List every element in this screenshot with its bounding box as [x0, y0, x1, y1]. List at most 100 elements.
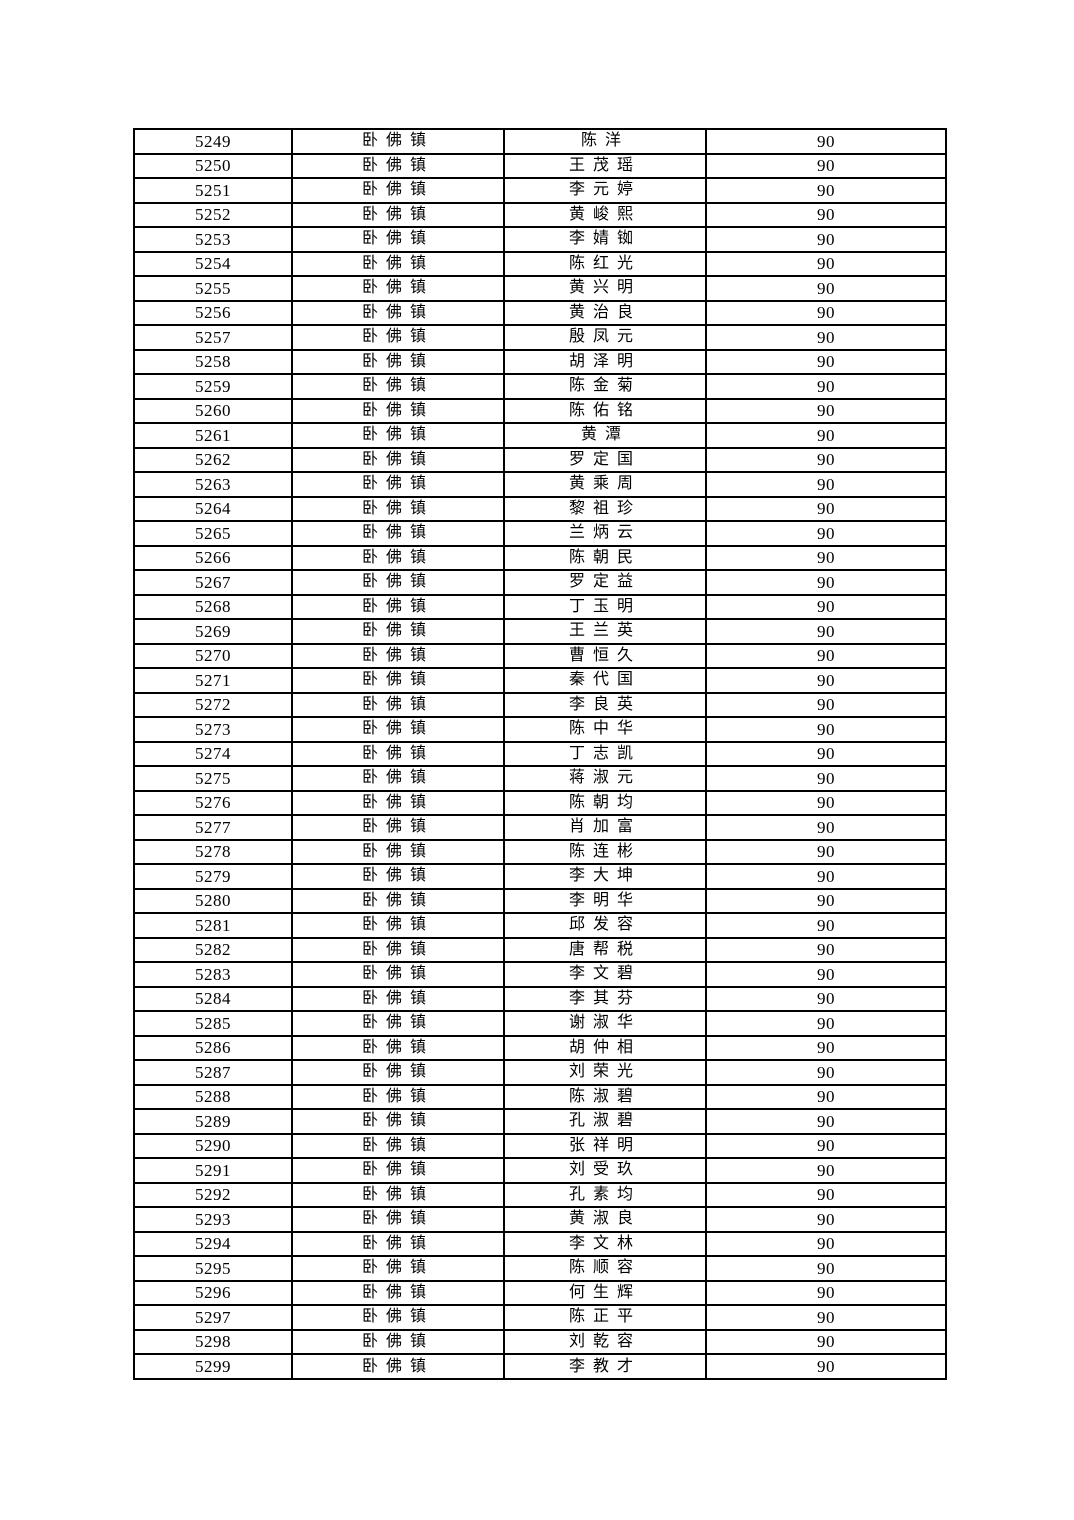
- town-cell: 卧佛镇: [291, 471, 505, 498]
- serial-number-cell: 5251: [133, 177, 293, 204]
- person-name-cell: 蒋淑元: [503, 765, 707, 792]
- score-cell: 90: [705, 1353, 947, 1380]
- serial-number-cell: 5266: [133, 544, 293, 571]
- score-cell: 90: [705, 936, 947, 963]
- serial-number-cell: 5279: [133, 863, 293, 890]
- person-name-cell: 刘乾容: [503, 1328, 707, 1355]
- serial-number-cell: 5298: [133, 1328, 293, 1355]
- person-name-cell: 陈正平: [503, 1304, 707, 1331]
- town-cell: 卧佛镇: [291, 814, 505, 841]
- serial-number-cell: 5274: [133, 740, 293, 767]
- table-row: 5279 卧佛镇 李大坤 90: [133, 863, 947, 890]
- serial-number-cell: 5254: [133, 250, 293, 277]
- score-cell: 90: [705, 691, 947, 718]
- table-row: 5272 卧佛镇 李良英 90: [133, 691, 947, 718]
- score-cell: 90: [705, 1034, 947, 1061]
- person-name-cell: 孔淑碧: [503, 1108, 707, 1135]
- person-name-cell: 黄兴明: [503, 275, 707, 302]
- table-row: 5268 卧佛镇 丁玉明 90: [133, 593, 947, 620]
- score-cell: 90: [705, 642, 947, 669]
- town-cell: 卧佛镇: [291, 1010, 505, 1037]
- table-row: 5277 卧佛镇 肖加富 90: [133, 814, 947, 841]
- town-cell: 卧佛镇: [291, 789, 505, 816]
- town-cell: 卧佛镇: [291, 1328, 505, 1355]
- score-cell: 90: [705, 1255, 947, 1282]
- score-cell: 90: [705, 397, 947, 424]
- serial-number-cell: 5271: [133, 667, 293, 694]
- table-row: 5291 卧佛镇 刘受玖 90: [133, 1157, 947, 1184]
- score-cell: 90: [705, 1157, 947, 1184]
- person-name-cell: 丁志凯: [503, 740, 707, 767]
- town-cell: 卧佛镇: [291, 1304, 505, 1331]
- score-cell: 90: [705, 593, 947, 620]
- person-name-cell: 张祥明: [503, 1132, 707, 1159]
- town-cell: 卧佛镇: [291, 569, 505, 596]
- score-cell: 90: [705, 716, 947, 743]
- person-name-cell: 黄潭: [503, 422, 707, 449]
- score-cell: 90: [705, 814, 947, 841]
- serial-number-cell: 5286: [133, 1034, 293, 1061]
- serial-number-cell: 5272: [133, 691, 293, 718]
- score-cell: 90: [705, 1279, 947, 1306]
- serial-number-cell: 5258: [133, 348, 293, 375]
- table-row: 5256 卧佛镇 黄治良 90: [133, 299, 947, 326]
- town-cell: 卧佛镇: [291, 373, 505, 400]
- table-row: 5283 卧佛镇 李文碧 90: [133, 961, 947, 988]
- serial-number-cell: 5265: [133, 520, 293, 547]
- person-name-cell: 陈朝均: [503, 789, 707, 816]
- town-cell: 卧佛镇: [291, 1108, 505, 1135]
- town-cell: 卧佛镇: [291, 1059, 505, 1086]
- table-row: 5280 卧佛镇 李明华 90: [133, 887, 947, 914]
- town-cell: 卧佛镇: [291, 618, 505, 645]
- score-cell: 90: [705, 912, 947, 939]
- serial-number-cell: 5293: [133, 1206, 293, 1233]
- person-name-cell: 谢淑华: [503, 1010, 707, 1037]
- town-cell: 卧佛镇: [291, 544, 505, 571]
- town-cell: 卧佛镇: [291, 1230, 505, 1257]
- serial-number-cell: 5292: [133, 1181, 293, 1208]
- score-cell: 90: [705, 544, 947, 571]
- town-cell: 卧佛镇: [291, 1353, 505, 1380]
- person-name-cell: 陈连彬: [503, 838, 707, 865]
- town-cell: 卧佛镇: [291, 422, 505, 449]
- table-row: 5281 卧佛镇 邱发容 90: [133, 912, 947, 939]
- person-name-cell: 曹恒久: [503, 642, 707, 669]
- town-cell: 卧佛镇: [291, 1255, 505, 1282]
- serial-number-cell: 5252: [133, 201, 293, 228]
- town-cell: 卧佛镇: [291, 250, 505, 277]
- score-cell: 90: [705, 789, 947, 816]
- table-row: 5252 卧佛镇 黄峻熙 90: [133, 201, 947, 228]
- town-cell: 卧佛镇: [291, 961, 505, 988]
- serial-number-cell: 5256: [133, 299, 293, 326]
- town-cell: 卧佛镇: [291, 275, 505, 302]
- table-row: 5292 卧佛镇 孔素均 90: [133, 1181, 947, 1208]
- town-cell: 卧佛镇: [291, 299, 505, 326]
- serial-number-cell: 5280: [133, 887, 293, 914]
- town-cell: 卧佛镇: [291, 1181, 505, 1208]
- score-cell: 90: [705, 471, 947, 498]
- table-row: 5294 卧佛镇 李文林 90: [133, 1230, 947, 1257]
- table-row: 5266 卧佛镇 陈朝民 90: [133, 544, 947, 571]
- serial-number-cell: 5282: [133, 936, 293, 963]
- score-cell: 90: [705, 765, 947, 792]
- town-cell: 卧佛镇: [291, 642, 505, 669]
- table-row: 5288 卧佛镇 陈淑碧 90: [133, 1083, 947, 1110]
- person-name-cell: 刘荣光: [503, 1059, 707, 1086]
- score-cell: 90: [705, 1059, 947, 1086]
- town-cell: 卧佛镇: [291, 520, 505, 547]
- score-cell: 90: [705, 446, 947, 473]
- table-row: 5290 卧佛镇 张祥明 90: [133, 1132, 947, 1159]
- person-name-cell: 罗定益: [503, 569, 707, 596]
- table-row: 5249 卧佛镇 陈洋 90: [133, 128, 947, 155]
- score-cell: 90: [705, 128, 947, 155]
- person-name-cell: 李文林: [503, 1230, 707, 1257]
- table-row: 5255 卧佛镇 黄兴明 90: [133, 275, 947, 302]
- person-name-cell: 李大坤: [503, 863, 707, 890]
- serial-number-cell: 5268: [133, 593, 293, 620]
- person-name-cell: 肖加富: [503, 814, 707, 841]
- score-cell: 90: [705, 569, 947, 596]
- score-cell: 90: [705, 1083, 947, 1110]
- score-cell: 90: [705, 1108, 947, 1135]
- person-name-cell: 陈顺容: [503, 1255, 707, 1282]
- person-name-cell: 秦代国: [503, 667, 707, 694]
